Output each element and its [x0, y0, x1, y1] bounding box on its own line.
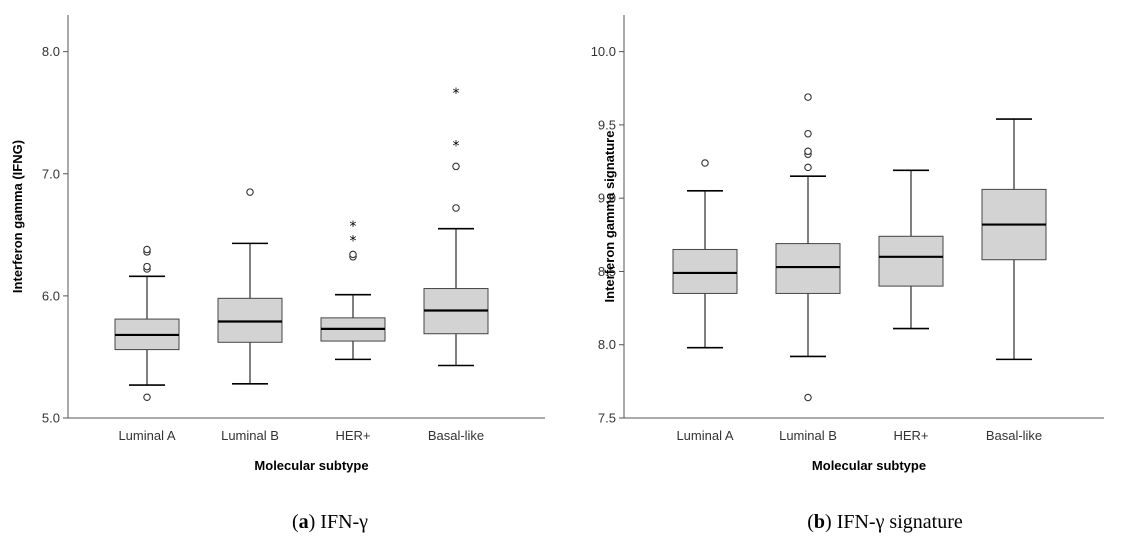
y-tick-label: 6.0 [42, 288, 60, 303]
y-tick-label: 5.0 [42, 411, 60, 426]
outlier-point [143, 262, 151, 271]
outlier-point [143, 393, 151, 401]
outlier-point [349, 250, 357, 259]
box [672, 248, 738, 294]
caption-a: (a) IFN-γ [292, 511, 368, 533]
y-tick-label: 8.5 [598, 264, 616, 279]
outlier-point [804, 93, 812, 101]
outlier-point [804, 147, 812, 156]
x-tick-label: HER+ [893, 428, 928, 443]
x-tick-label: Luminal B [779, 428, 837, 443]
outlier-point [452, 204, 460, 212]
caption-b-text: IFN-γ signature [837, 511, 963, 533]
box [878, 235, 944, 287]
panel-a-boxplot: 5.0 6.0 7.0 8.0 Interferon gamma (IFNG) Molec… [10, 15, 545, 473]
x-tick-label: HER+ [335, 428, 370, 443]
x-tick-label: Luminal A [118, 428, 175, 443]
outlier-point [143, 245, 151, 254]
outlier-point [804, 163, 812, 172]
caption-a-text: IFN-γ [320, 511, 368, 533]
caption-b: (b) IFN-γ signature [807, 511, 963, 533]
y-tick-label: 7.0 [42, 166, 60, 181]
y-tick-label: 10.0 [591, 44, 616, 59]
extreme-point: * [350, 219, 357, 235]
x-tick-label: Luminal B [221, 428, 279, 443]
x-tick-label: Luminal A [676, 428, 733, 443]
caption-b-label: b [814, 511, 825, 533]
y-axis-label: Interferon gamma (IFNG) [10, 140, 25, 293]
y-tick-label: 9.0 [598, 191, 616, 206]
caption-a-label: a [299, 511, 309, 533]
extreme-point: * [453, 86, 460, 102]
outlier-point [452, 162, 460, 171]
x-tick-label: Basal-like [986, 428, 1042, 443]
x-tick-label: Basal-like [428, 428, 484, 443]
x-axis-label: Molecular subtype [812, 458, 926, 473]
box [217, 297, 283, 343]
outlier-point [701, 159, 709, 167]
extreme-point: * [350, 234, 357, 250]
y-axis-label: Interferon gamma signature [602, 131, 617, 303]
outlier-point [804, 129, 812, 138]
y-tick-label: 8.0 [42, 44, 60, 59]
extreme-point: * [453, 138, 460, 154]
outlier-point [804, 393, 812, 402]
x-axis-label: Molecular subtype [254, 458, 368, 473]
y-tick-label: 7.5 [598, 411, 616, 426]
outlier-point [246, 188, 254, 196]
y-tick-label: 8.0 [598, 337, 616, 352]
panel-b-boxplot: 7.5 8.0 8.5 9.0 9.5 10.0 Interferon gamma sign… [591, 15, 1104, 473]
box [775, 243, 841, 294]
y-tick-label: 9.5 [598, 117, 616, 132]
